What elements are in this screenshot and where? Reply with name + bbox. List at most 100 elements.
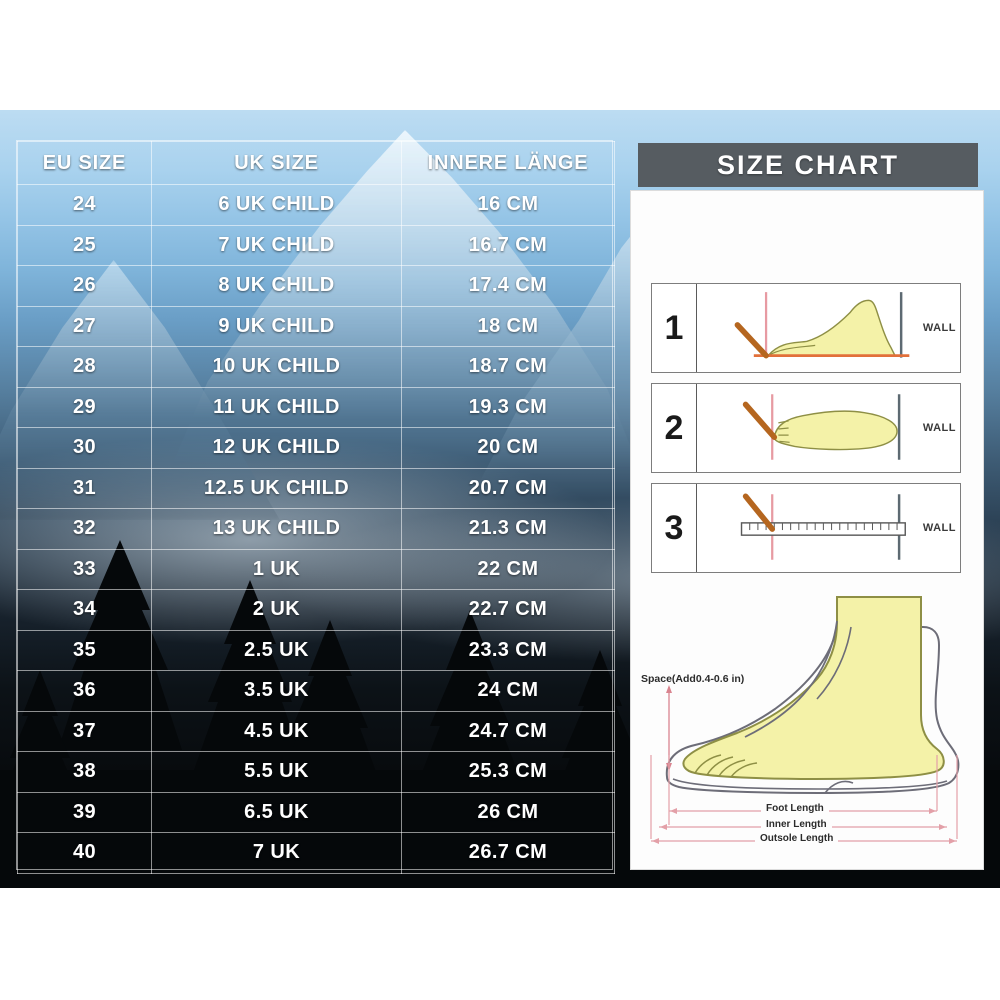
cell-eu-size: 35 (17, 629, 152, 671)
footprint-top-view-icon (742, 394, 901, 460)
table-row: 36 3.5 UK 24 CM (17, 670, 615, 712)
table-row: 35 2.5 UK 23.3 CM (17, 629, 615, 671)
step-2-illustration: WALL (697, 384, 960, 472)
cell-uk-size: 2 UK (151, 589, 402, 631)
step-1-illustration: WALL (697, 284, 960, 372)
size-chart-card: 1 WALL 2 (630, 190, 984, 870)
foot-measurement-illustration: Space(Add0.4-0.6 in) Foot Length Inner L… (637, 587, 981, 859)
cell-inner-length: 19.3 CM (401, 386, 615, 428)
cell-uk-size: 10 UK CHILD (151, 346, 402, 388)
table-row: 25 7 UK CHILD 16.7 CM (17, 224, 615, 266)
size-chart-title: SIZE CHART (638, 143, 978, 187)
table-row: 29 11 UK CHILD 19.3 CM (17, 386, 615, 428)
cell-uk-size: 9 UK CHILD (151, 305, 402, 347)
cell-eu-size: 39 (17, 791, 152, 833)
cell-uk-size: 12.5 UK CHILD (151, 467, 402, 509)
table-row: 34 2 UK 22.7 CM (17, 589, 615, 631)
space-allowance-label: Space(Add0.4-0.6 in) (641, 673, 745, 685)
cell-eu-size: 33 (17, 548, 152, 590)
cell-inner-length: 21.3 CM (401, 508, 615, 550)
cell-eu-size: 25 (17, 224, 152, 266)
cell-eu-size: 37 (17, 710, 152, 752)
cell-eu-size: 40 (17, 832, 152, 874)
table-row: 26 8 UK CHILD 17.4 CM (17, 265, 615, 307)
foot-length-label: Foot Length (761, 803, 829, 814)
cell-uk-size: 6 UK CHILD (151, 184, 402, 226)
cell-inner-length: 20 CM (401, 427, 615, 469)
cell-inner-length: 23.3 CM (401, 629, 615, 671)
cell-inner-length: 18 CM (401, 305, 615, 347)
step-1-number: 1 (652, 284, 697, 372)
step-2-number: 2 (652, 384, 697, 472)
step-2: 2 WALL (651, 383, 961, 473)
cell-inner-length: 22.7 CM (401, 589, 615, 631)
step-3-number: 3 (652, 484, 697, 572)
cell-inner-length: 24 CM (401, 670, 615, 712)
cell-eu-size: 32 (17, 508, 152, 550)
cell-uk-size: 7 UK (151, 832, 402, 874)
cell-inner-length: 26.7 CM (401, 832, 615, 874)
inner-length-label: Inner Length (761, 819, 832, 830)
cell-inner-length: 18.7 CM (401, 346, 615, 388)
cell-inner-length: 16.7 CM (401, 224, 615, 266)
table-row: 33 1 UK 22 CM (17, 548, 615, 590)
table-row: 27 9 UK CHILD 18 CM (17, 305, 615, 347)
cell-inner-length: 20.7 CM (401, 467, 615, 509)
cell-inner-length: 16 CM (401, 184, 615, 226)
step-3-illustration: WALL (697, 484, 960, 572)
cell-eu-size: 30 (17, 427, 152, 469)
step-3-wall-label: WALL (922, 522, 956, 534)
table-row: 28 10 UK CHILD 18.7 CM (17, 346, 615, 388)
table-header-row: EU SIZE UK SIZE INNERE LÄNGE (17, 141, 615, 185)
measuring-steps: 1 WALL 2 (651, 283, 961, 583)
cell-inner-length: 17.4 CM (401, 265, 615, 307)
table-row: 32 13 UK CHILD 21.3 CM (17, 508, 615, 550)
cell-eu-size: 31 (17, 467, 152, 509)
cell-uk-size: 6.5 UK (151, 791, 402, 833)
table-row: 24 6 UK CHILD 16 CM (17, 184, 615, 226)
size-table: EU SIZE UK SIZE INNERE LÄNGE 24 6 UK CHIL… (17, 141, 615, 874)
step-1: 1 WALL (651, 283, 961, 373)
cell-uk-size: 1 UK (151, 548, 402, 590)
step-1-wall-label: WALL (922, 322, 956, 334)
cell-uk-size: 5.5 UK (151, 751, 402, 793)
cell-uk-size: 13 UK CHILD (151, 508, 402, 550)
cell-eu-size: 28 (17, 346, 152, 388)
cell-uk-size: 11 UK CHILD (151, 386, 402, 428)
cell-inner-length: 24.7 CM (401, 710, 615, 752)
cell-uk-size: 12 UK CHILD (151, 427, 402, 469)
cell-uk-size: 7 UK CHILD (151, 224, 402, 266)
table-row: 37 4.5 UK 24.7 CM (17, 710, 615, 752)
step-2-wall-label: WALL (922, 422, 956, 434)
foot-side-view-icon (734, 292, 910, 359)
cell-eu-size: 36 (17, 670, 152, 712)
cell-uk-size: 3.5 UK (151, 670, 402, 712)
cell-uk-size: 8 UK CHILD (151, 265, 402, 307)
cell-eu-size: 27 (17, 305, 152, 347)
cell-uk-size: 2.5 UK (151, 629, 402, 671)
column-header-uk-size: UK SIZE (151, 141, 402, 185)
cell-uk-size: 4.5 UK (151, 710, 402, 752)
step-3: 3 (651, 483, 961, 573)
ruler-measure-icon (740, 493, 906, 560)
cell-eu-size: 38 (17, 751, 152, 793)
foot-in-shoe-diagram (650, 596, 960, 844)
column-header-eu-size: EU SIZE (17, 141, 152, 185)
cell-eu-size: 24 (17, 184, 152, 226)
table-row: 31 12.5 UK CHILD 20.7 CM (17, 467, 615, 509)
table-row: 39 6.5 UK 26 CM (17, 791, 615, 833)
cell-inner-length: 25.3 CM (401, 751, 615, 793)
cell-eu-size: 26 (17, 265, 152, 307)
cell-eu-size: 29 (17, 386, 152, 428)
table-row: 38 5.5 UK 25.3 CM (17, 751, 615, 793)
column-header-innere-laenge: INNERE LÄNGE (401, 141, 615, 185)
size-table-container: EU SIZE UK SIZE INNERE LÄNGE 24 6 UK CHIL… (16, 140, 615, 874)
outsole-length-label: Outsole Length (755, 833, 839, 844)
cell-inner-length: 22 CM (401, 548, 615, 590)
cell-inner-length: 26 CM (401, 791, 615, 833)
cell-eu-size: 34 (17, 589, 152, 631)
table-row: 40 7 UK 26.7 CM (17, 832, 615, 874)
size-table-body: 24 6 UK CHILD 16 CM 25 7 UK CHILD 16.7 CM 26… (17, 184, 615, 874)
table-row: 30 12 UK CHILD 20 CM (17, 427, 615, 469)
